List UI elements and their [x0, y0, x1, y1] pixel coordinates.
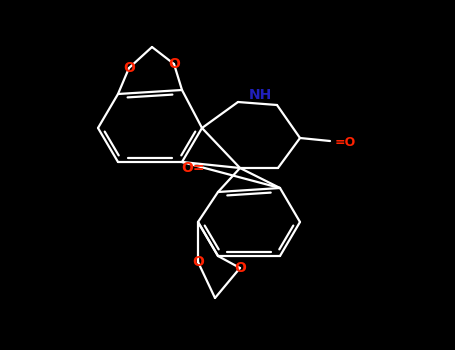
- Text: =O: =O: [335, 136, 356, 149]
- Text: NH: NH: [248, 88, 272, 102]
- Text: O: O: [234, 261, 246, 275]
- Text: O=: O=: [182, 161, 205, 175]
- Text: O: O: [123, 61, 135, 75]
- Text: O: O: [192, 255, 204, 269]
- Text: O: O: [168, 57, 180, 71]
